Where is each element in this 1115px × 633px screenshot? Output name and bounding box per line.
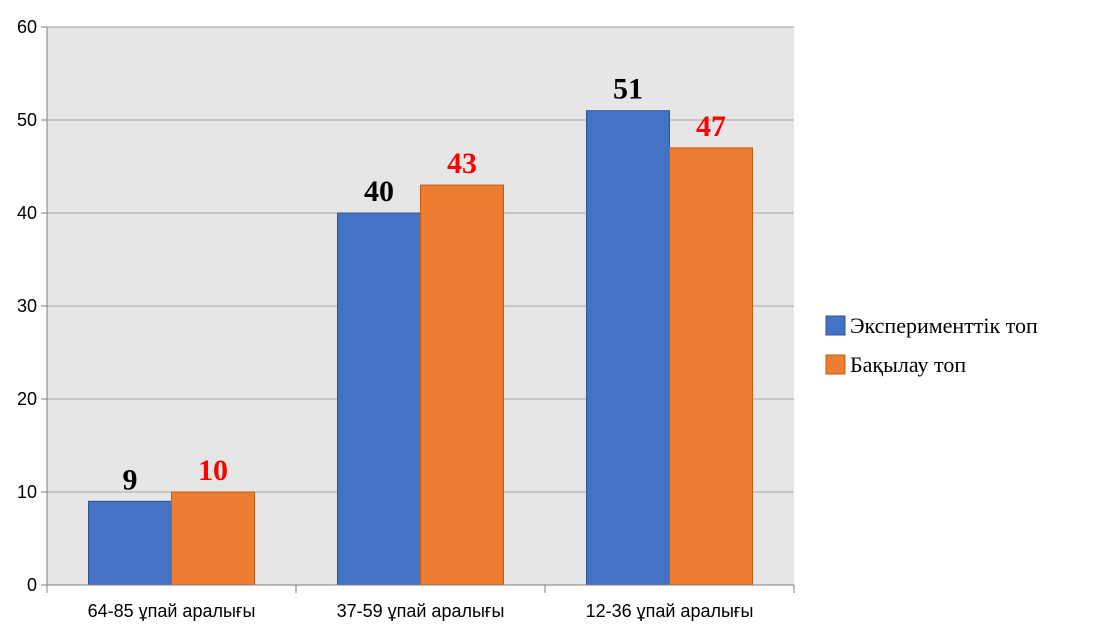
data-label: 40	[364, 175, 394, 208]
y-tick-label: 0	[27, 575, 37, 595]
x-category-label: 64-85 ұпай аралығы	[88, 601, 256, 621]
legend-label: Эксперименттік топ	[850, 313, 1038, 338]
axes: 0 10 20 30 40 50 60 64-85 ұпай аралығы 37-59 ұпа…	[17, 17, 795, 621]
y-tick-label: 10	[17, 482, 37, 502]
y-tick-label: 60	[17, 17, 37, 37]
x-category-label: 37-59 ұпай аралығы	[337, 601, 505, 621]
y-tick-label: 50	[17, 110, 37, 130]
bar	[88, 500, 172, 586]
bar	[669, 147, 753, 586]
bar	[337, 212, 421, 586]
bar	[586, 110, 670, 586]
data-label: 43	[447, 147, 477, 180]
legend-swatch	[825, 354, 846, 375]
y-tick-label: 20	[17, 389, 37, 409]
x-category-label: 12-36 ұпай аралығы	[586, 601, 754, 621]
y-tick-label: 40	[17, 203, 37, 223]
bar	[171, 491, 255, 586]
legend: Эксперименттік топ Бақылау топ	[825, 313, 1038, 377]
data-label: 9	[123, 463, 138, 496]
y-tick-label: 30	[17, 296, 37, 316]
legend-label: Бақылау топ	[850, 352, 966, 377]
data-label: 47	[696, 110, 726, 143]
data-labels: 9 10 40 43 51 47	[123, 73, 727, 497]
data-label: 51	[613, 73, 643, 106]
data-label: 10	[198, 454, 228, 487]
legend-swatch	[825, 315, 846, 336]
bars	[88, 110, 753, 586]
bar	[420, 184, 504, 586]
